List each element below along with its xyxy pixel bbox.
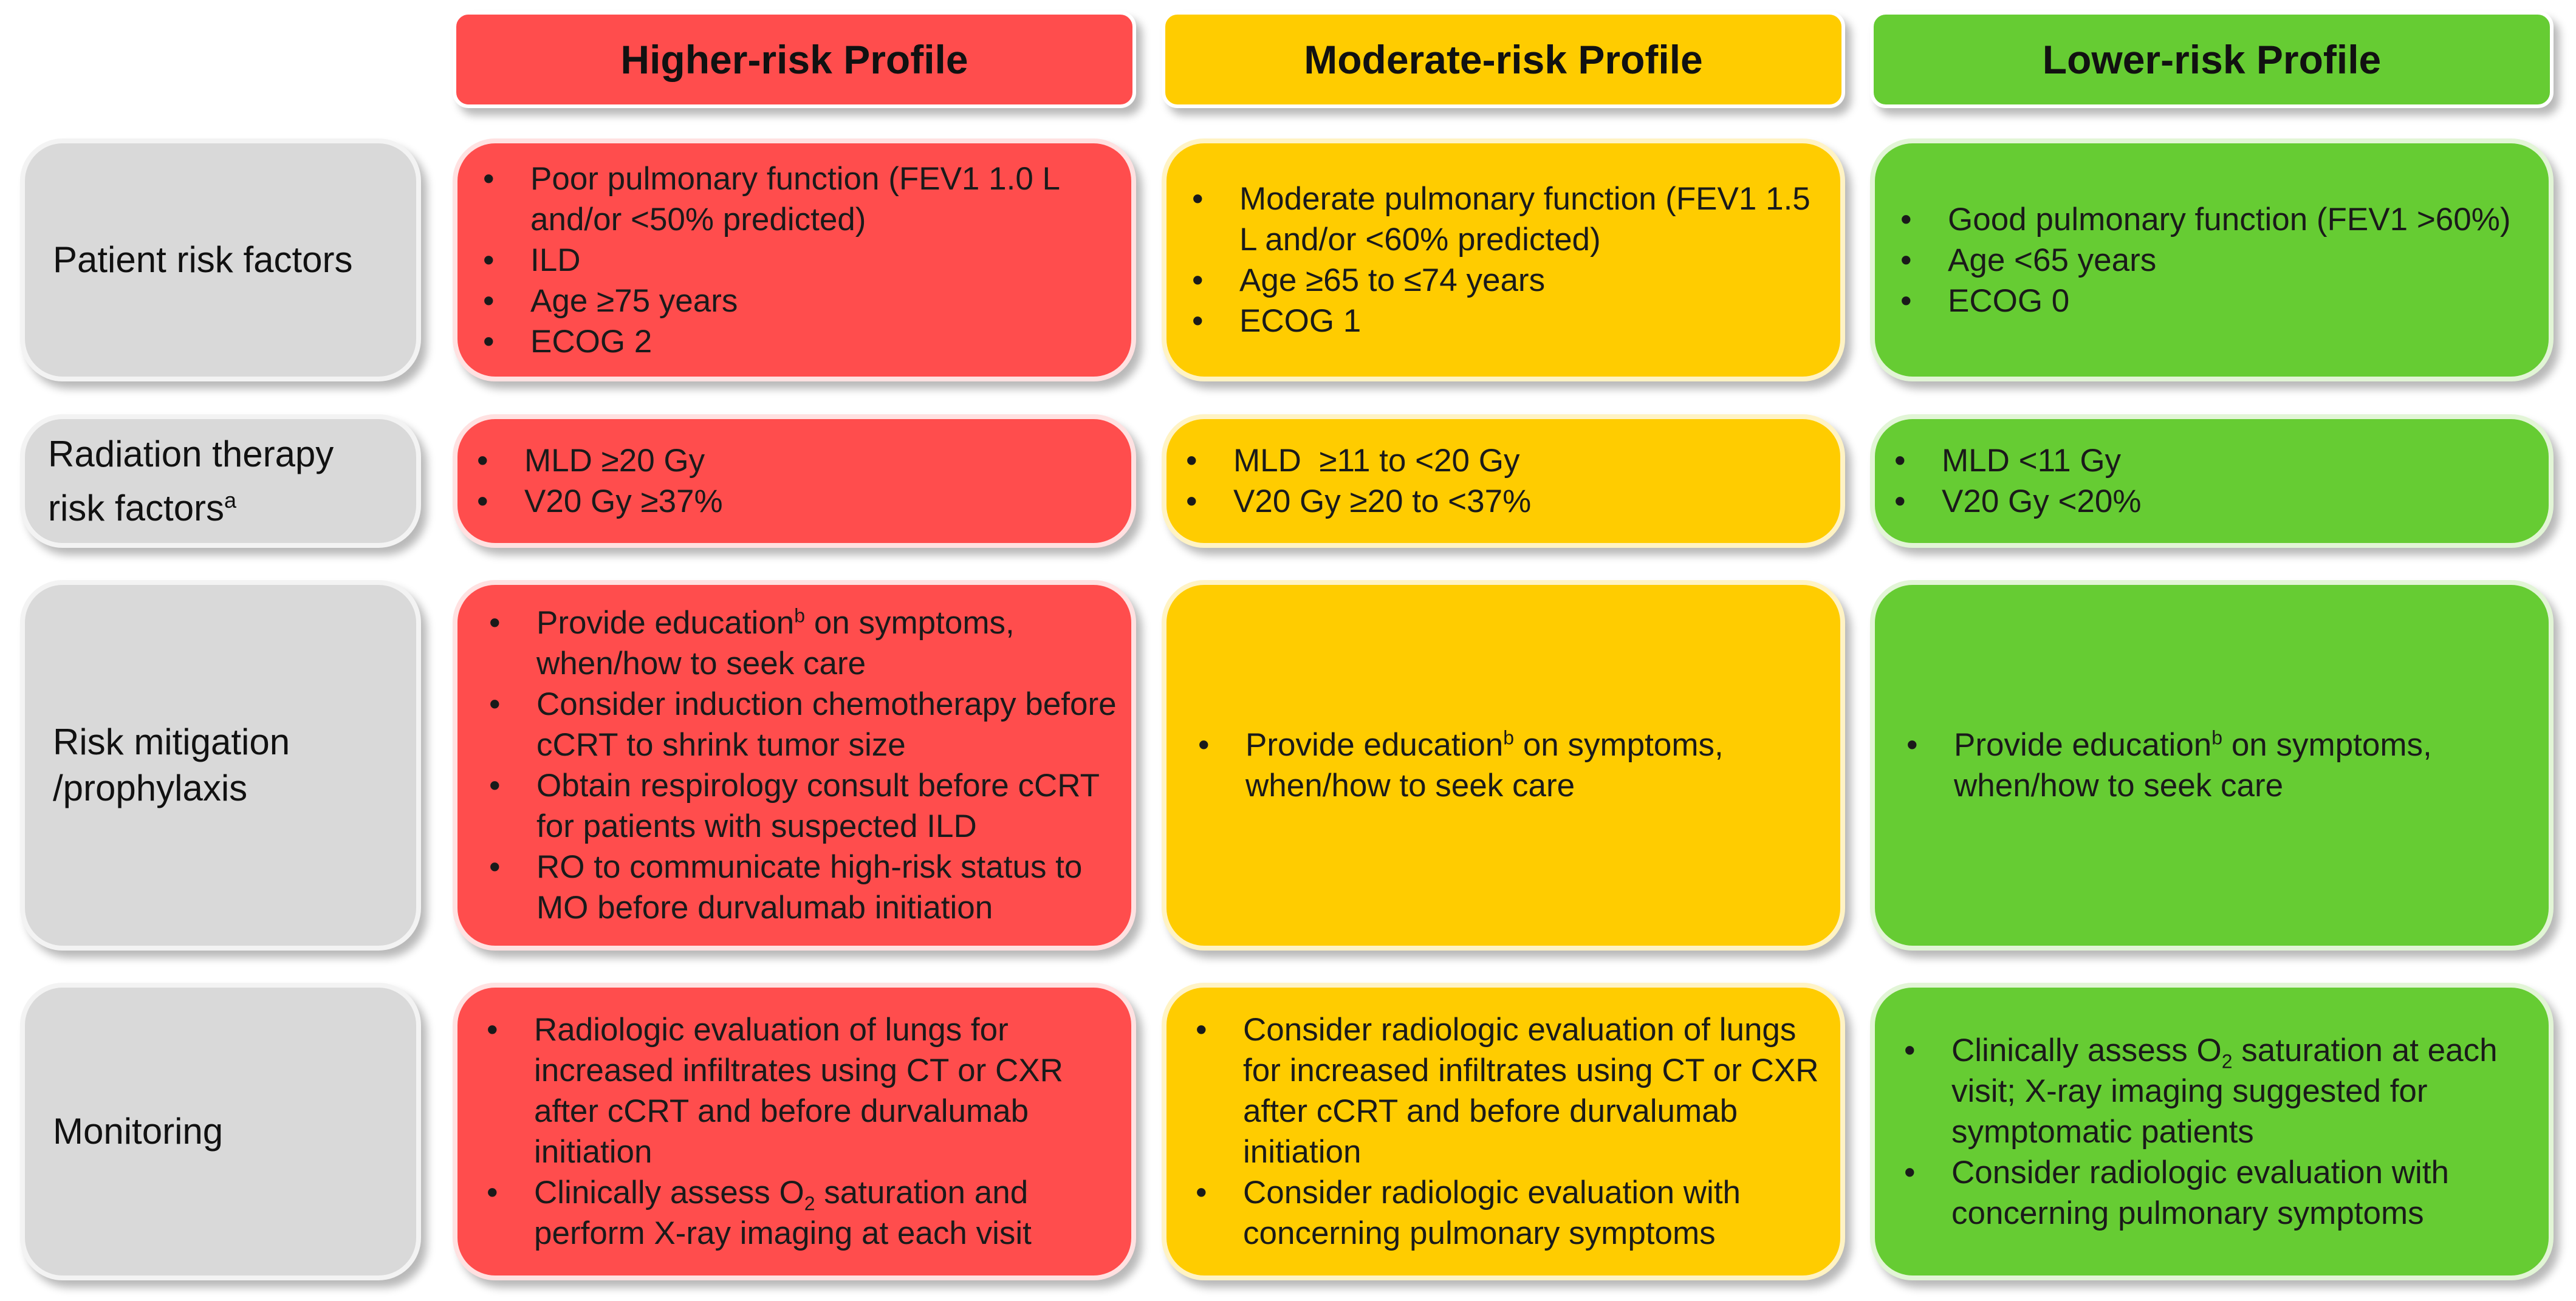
header-moderate-risk-text: Moderate-risk Profile — [1304, 37, 1703, 82]
list-radiation-low: MLD <11 Gy V20 Gy <20% — [1893, 440, 2534, 522]
row-label-mitigation-line2: /prophylaxis — [53, 768, 248, 808]
list-item: V20 Gy ≥20 to <37% — [1186, 481, 1826, 522]
footnote-a: a — [224, 487, 237, 513]
list-item: V20 Gy <20% — [1894, 481, 2534, 522]
list-item: Provide educationb on symptoms, when/how… — [489, 603, 1117, 684]
list-item: Consider radiologic evaluation with conc… — [1196, 1172, 1826, 1254]
row-label-monitoring: Monitoring — [20, 983, 421, 1280]
list-item: Consider induction chemotherapy before c… — [489, 684, 1117, 765]
list-item: ECOG 1 — [1192, 301, 1826, 341]
row-label-mitigation-line1: Risk mitigation — [53, 722, 290, 762]
list-item: Clinically assess O2 saturation at each … — [1904, 1030, 2534, 1152]
row-label-radiation: Radiation therapy risk factorsa — [20, 414, 421, 548]
cell-radiation-moderate: MLD ≥11 to <20 Gy V20 Gy ≥20 to <37% — [1162, 414, 1845, 548]
list-radiation-moderate: MLD ≥11 to <20 Gy V20 Gy ≥20 to <37% — [1185, 440, 1826, 522]
list-patient-low: Good pulmonary function (FEV1 >60%) Age … — [1893, 199, 2534, 321]
cell-patient-moderate: Moderate pulmonary function (FEV1 1.5 L … — [1162, 138, 1845, 381]
list-item: Clinically assess O2 saturation and perf… — [487, 1172, 1117, 1254]
list-item: Provide educationb on symptoms, when/how… — [1906, 725, 2498, 806]
list-monitoring-moderate: Consider radiologic evaluation of lungs … — [1185, 1009, 1826, 1254]
list-item: Age ≥75 years — [483, 281, 1117, 321]
list-item: MLD ≥20 Gy — [477, 440, 1117, 481]
list-item: ILD — [483, 240, 1117, 281]
list-mitigation-high: Provide educationb on symptoms, when/how… — [476, 603, 1117, 928]
cell-monitoring-low: Clinically assess O2 saturation at each … — [1870, 983, 2554, 1280]
cell-mitigation-moderate: Provide educationb on symptoms, when/how… — [1162, 580, 1845, 951]
cell-patient-high: Poor pulmonary function (FEV1 1.0 L and/… — [453, 138, 1136, 381]
cell-radiation-high: MLD ≥20 Gy V20 Gy ≥37% — [453, 414, 1136, 548]
row-label-monitoring-text: Monitoring — [53, 1111, 224, 1152]
header-lower-risk: Lower-risk Profile — [1870, 11, 2554, 108]
header-higher-risk: Higher-risk Profile — [453, 11, 1136, 108]
row-label-patient-text: Patient risk factors — [53, 239, 353, 280]
list-item: MLD ≥11 to <20 Gy — [1186, 440, 1826, 481]
cell-mitigation-high: Provide educationb on symptoms, when/how… — [453, 580, 1136, 951]
list-item: Age ≥65 to ≤74 years — [1192, 260, 1826, 301]
cell-radiation-low: MLD <11 Gy V20 Gy <20% — [1870, 414, 2554, 548]
cell-patient-low: Good pulmonary function (FEV1 >60%) Age … — [1870, 138, 2554, 381]
list-item: ECOG 2 — [483, 321, 1117, 362]
list-item: Moderate pulmonary function (FEV1 1.5 L … — [1192, 179, 1826, 260]
list-item: Radiologic evaluation of lungs for incre… — [487, 1009, 1117, 1172]
row-label-patient: Patient risk factors — [20, 138, 421, 381]
list-patient-moderate: Moderate pulmonary function (FEV1 1.5 L … — [1185, 179, 1826, 341]
list-mitigation-low: Provide educationb on symptoms, when/how… — [1893, 725, 2534, 806]
cell-monitoring-moderate: Consider radiologic evaluation of lungs … — [1162, 983, 1845, 1280]
list-item: Provide educationb on symptoms, when/how… — [1198, 725, 1789, 806]
header-higher-risk-text: Higher-risk Profile — [620, 37, 968, 82]
list-item: Age <65 years — [1900, 240, 2534, 281]
list-monitoring-low: Clinically assess O2 saturation at each … — [1893, 1030, 2534, 1234]
list-radiation-high: MLD ≥20 Gy V20 Gy ≥37% — [476, 440, 1117, 522]
list-mitigation-moderate: Provide educationb on symptoms, when/how… — [1185, 725, 1826, 806]
list-item: Consider radiologic evaluation with conc… — [1904, 1152, 2534, 1234]
cell-mitigation-low: Provide educationb on symptoms, when/how… — [1870, 580, 2554, 951]
list-item: V20 Gy ≥37% — [477, 481, 1117, 522]
list-item: Good pulmonary function (FEV1 >60%) — [1900, 199, 2534, 240]
list-item: RO to communicate high-risk status to MO… — [489, 847, 1117, 928]
header-lower-risk-text: Lower-risk Profile — [2042, 37, 2382, 82]
row-label-radiation-line1: Radiation therapy — [48, 433, 334, 474]
list-item: Poor pulmonary function (FEV1 1.0 L and/… — [483, 159, 1117, 240]
list-item: ECOG 0 — [1900, 281, 2534, 321]
list-item: Consider radiologic evaluation of lungs … — [1196, 1009, 1826, 1172]
list-patient-high: Poor pulmonary function (FEV1 1.0 L and/… — [476, 159, 1117, 362]
header-moderate-risk: Moderate-risk Profile — [1162, 11, 1845, 108]
row-label-radiation-line2: risk factorsa — [48, 487, 237, 528]
cell-monitoring-high: Radiologic evaluation of lungs for incre… — [453, 983, 1136, 1280]
list-item: Obtain respirology consult before cCRT f… — [489, 765, 1117, 847]
row-label-mitigation: Risk mitigation /prophylaxis — [20, 580, 421, 951]
list-monitoring-high: Radiologic evaluation of lungs for incre… — [476, 1009, 1117, 1254]
list-item: MLD <11 Gy — [1894, 440, 2534, 481]
